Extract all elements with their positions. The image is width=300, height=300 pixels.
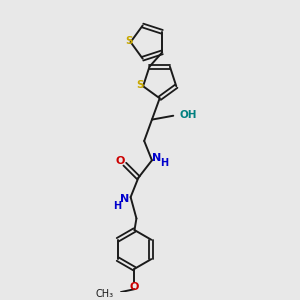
Text: H: H — [160, 158, 169, 168]
Text: OH: OH — [179, 110, 196, 120]
Text: N: N — [120, 194, 129, 204]
Text: N: N — [152, 153, 161, 164]
Text: O: O — [115, 156, 125, 166]
Text: O: O — [130, 282, 139, 292]
Text: CH₃: CH₃ — [95, 289, 113, 299]
Text: S: S — [125, 36, 132, 46]
Text: S: S — [136, 80, 144, 90]
Text: H: H — [113, 201, 121, 211]
